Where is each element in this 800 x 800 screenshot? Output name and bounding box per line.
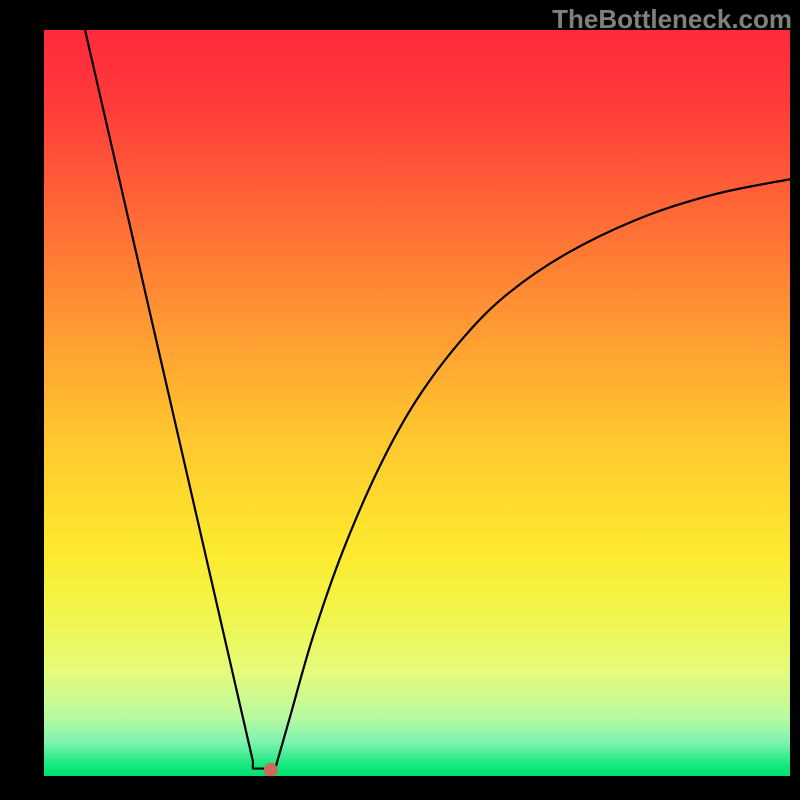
- bottleneck-chart: [44, 30, 790, 776]
- watermark-text: TheBottleneck.com: [552, 4, 792, 35]
- chart-container: TheBottleneck.com: [0, 0, 800, 800]
- gradient-background: [44, 30, 790, 776]
